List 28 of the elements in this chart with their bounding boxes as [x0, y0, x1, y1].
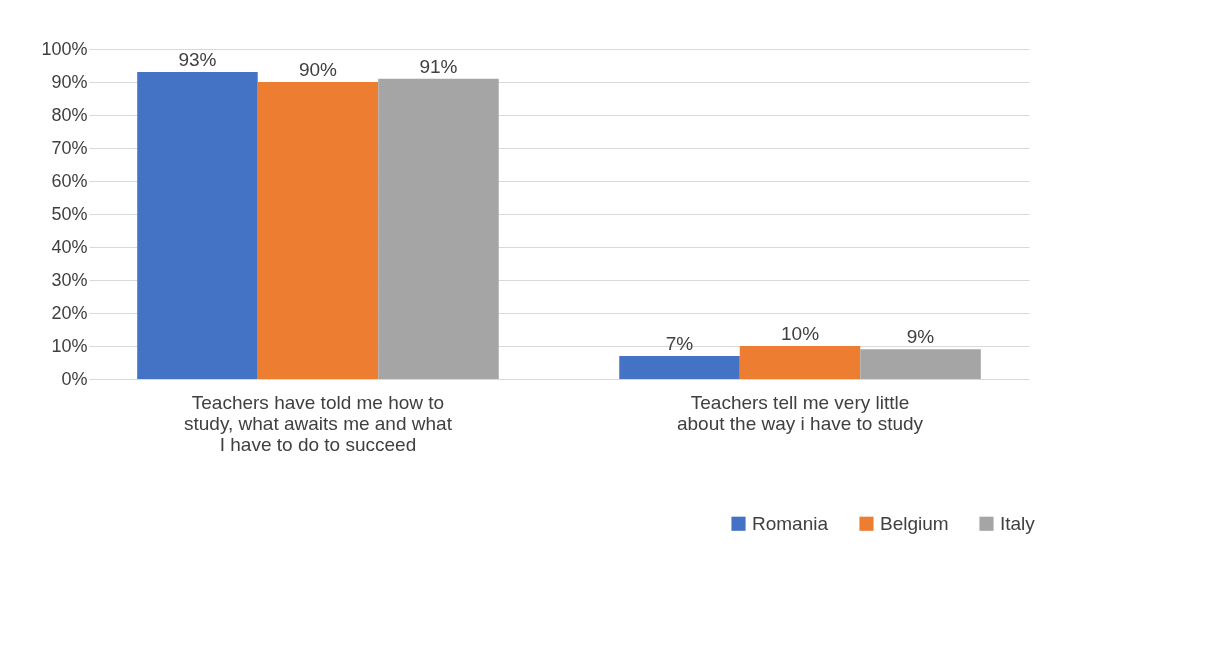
- y-tick-label: 60%: [51, 170, 88, 191]
- y-tick-label: 0%: [61, 368, 88, 389]
- y-tick-label: 20%: [51, 302, 88, 323]
- data-label: 90%: [298, 59, 338, 80]
- data-label: 10%: [781, 323, 820, 344]
- y-tick-label: 40%: [51, 236, 88, 257]
- y-tick-label: 50%: [51, 203, 88, 224]
- bar: [860, 349, 981, 379]
- legend-label: Romania: [752, 512, 829, 534]
- legend-label: Italy: [1000, 512, 1036, 534]
- data-label: 7%: [665, 332, 694, 354]
- y-tick-label: 80%: [51, 104, 88, 125]
- data-label: 93%: [178, 49, 217, 71]
- y-tick-label: 30%: [51, 269, 88, 290]
- y-tick-label: 90%: [51, 71, 88, 92]
- bar: [378, 78, 499, 379]
- y-tick-label: 70%: [51, 137, 88, 158]
- bar: [257, 82, 379, 379]
- data-label: 9%: [906, 326, 935, 348]
- bar: [137, 72, 258, 379]
- x-tick-label: Teachers have told me how to study, what awaits me and what I have to do to succeed: [184, 391, 453, 455]
- data-label: 91%: [419, 55, 458, 77]
- x-tick-label: Teachers tell me very little about the way i have to study: [676, 391, 924, 434]
- y-tick-label: 10%: [51, 335, 88, 356]
- bar: [739, 346, 861, 379]
- y-tick-label: 100%: [41, 38, 88, 59]
- legend-label: Belgium: [880, 512, 949, 534]
- bar: [619, 355, 740, 379]
